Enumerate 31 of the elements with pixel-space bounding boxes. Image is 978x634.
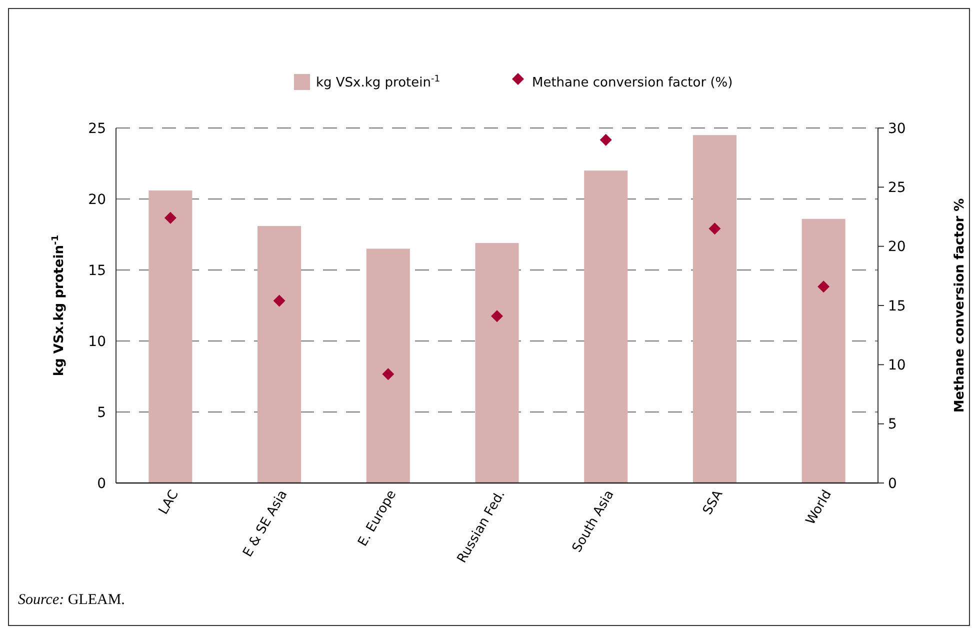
y2-tick-label: 25	[888, 180, 906, 196]
bar	[692, 135, 736, 483]
bar	[802, 218, 846, 483]
y-tick-label: 15	[88, 262, 106, 279]
y-tick-label: 25	[88, 120, 106, 137]
point	[818, 280, 830, 293]
point	[164, 212, 176, 224]
point	[491, 310, 503, 322]
y-tick-label: 5	[97, 404, 106, 421]
y-tick-label: 0	[97, 476, 106, 492]
y-tick-label: 20	[88, 192, 106, 208]
y2-tick-label: 20	[888, 239, 906, 256]
point	[273, 294, 286, 307]
y2-axis-title: Methane conversion factor %	[952, 198, 968, 413]
point	[708, 222, 721, 235]
y2-tick-label: 30	[888, 120, 906, 137]
y-tick-label: 10	[88, 334, 106, 350]
y2-tick-label: 0	[888, 476, 897, 492]
y2-tick-label: 15	[888, 298, 906, 314]
bar	[258, 226, 302, 483]
y2-tick-label: 10	[888, 358, 906, 374]
y2-tick-label: 5	[888, 416, 897, 433]
legend-label: kg VSx.kg protein$^{-1}$	[316, 74, 440, 91]
bar	[475, 243, 519, 483]
bar	[584, 170, 628, 483]
bar	[366, 248, 410, 483]
legend-label: Methane conversion factor (%)	[532, 76, 733, 91]
point	[600, 134, 612, 146]
source-note: Source: GLEAM.	[18, 592, 125, 608]
point	[382, 368, 394, 380]
bar	[148, 190, 192, 483]
